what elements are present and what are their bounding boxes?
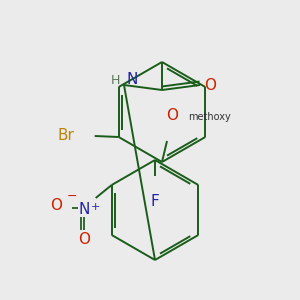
Text: H: H (111, 74, 120, 86)
Text: +: + (91, 202, 100, 212)
Text: N: N (126, 73, 137, 88)
Text: methoxy: methoxy (188, 112, 231, 122)
Text: O: O (166, 108, 178, 123)
Text: N: N (78, 202, 89, 217)
Text: −: − (66, 190, 77, 202)
Text: O: O (204, 77, 216, 92)
Text: F: F (151, 194, 159, 209)
Text: O: O (50, 197, 62, 212)
Text: O: O (78, 232, 90, 247)
Text: Br: Br (58, 128, 75, 142)
